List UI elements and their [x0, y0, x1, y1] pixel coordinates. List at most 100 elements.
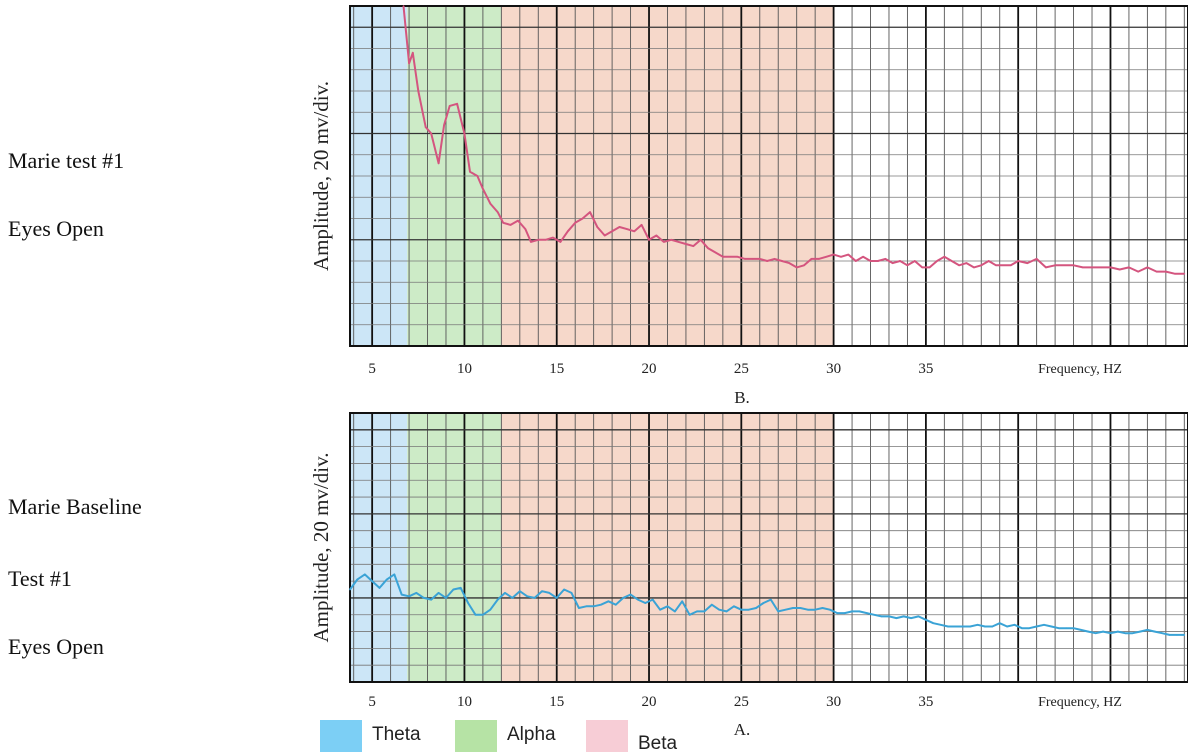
data-point: [1131, 632, 1134, 635]
data-point: [854, 260, 857, 262]
data-point: [526, 595, 528, 598]
data-point: [607, 600, 610, 603]
data-point: [744, 258, 746, 260]
data-point: [987, 260, 990, 262]
data-point: [622, 597, 624, 599]
data-point: [851, 610, 853, 613]
data-point: [640, 224, 643, 226]
data-point: [659, 608, 661, 611]
data-point: [1161, 632, 1163, 635]
data-point: [1183, 634, 1186, 636]
data-point: [402, 5, 405, 7]
data-point: [1176, 634, 1178, 636]
data-point: [670, 238, 672, 241]
data-point: [998, 622, 1001, 624]
data-point: [585, 605, 588, 608]
x-axis-label: Frequency, HZ: [1038, 695, 1122, 710]
legend-swatch-beta: [586, 720, 628, 752]
data-point: [766, 260, 768, 262]
data-point: [417, 90, 420, 92]
data-point: [666, 605, 669, 608]
data-point: [681, 600, 684, 603]
data-point: [541, 590, 543, 593]
data-point: [1006, 625, 1008, 628]
data-point: [925, 618, 927, 621]
x-tick-label: 20: [642, 361, 657, 377]
x-tick-label: 15: [549, 694, 564, 710]
data-point: [448, 105, 451, 107]
data-point: [386, 578, 388, 581]
data-point: [976, 624, 979, 626]
data-point: [677, 241, 680, 243]
data-point: [725, 610, 728, 613]
data-point: [1043, 624, 1045, 626]
data-point: [456, 102, 458, 105]
panel-caption: A.: [734, 720, 751, 739]
data-point: [482, 187, 484, 190]
bottom-trace-title: Marie Baseline: [8, 494, 142, 519]
data-point: [914, 260, 916, 262]
data-point: [559, 241, 562, 243]
data-point: [866, 612, 868, 614]
data-point: [1045, 266, 1047, 269]
data-point: [1002, 264, 1005, 267]
data-point: [363, 573, 366, 576]
data-point: [880, 615, 883, 618]
data-point: [614, 603, 617, 606]
data-point: [858, 610, 861, 613]
data-point: [740, 608, 743, 611]
data-point: [589, 211, 591, 213]
data-point: [1054, 264, 1056, 267]
data-point: [862, 255, 864, 258]
chart-panel-b: 5 10 15 20 25 30 35 Frequency, HZ B. Amplitude, 2…: [309, 5, 1188, 407]
legend-label-beta: Beta: [638, 733, 678, 752]
data-point: [555, 597, 558, 599]
data-point: [1021, 627, 1023, 629]
data-point: [1128, 266, 1130, 269]
data-point: [758, 258, 761, 260]
data-point: [378, 587, 381, 589]
data-point: [349, 588, 351, 591]
data-point: [537, 238, 540, 241]
data-point: [891, 262, 894, 264]
data-point: [973, 266, 975, 269]
data-point: [888, 615, 890, 618]
data-point: [496, 211, 499, 213]
data-point: [674, 610, 676, 613]
data-point: [814, 608, 816, 611]
data-point: [502, 221, 505, 224]
data-point: [662, 241, 665, 243]
data-point: [788, 262, 791, 264]
data-point: [600, 603, 602, 606]
data-point: [836, 612, 839, 614]
data-point: [596, 226, 599, 228]
data-point: [592, 605, 595, 608]
data-point: [692, 245, 695, 247]
data-point: [1139, 630, 1141, 633]
data-point: [843, 612, 846, 614]
data-point: [567, 230, 569, 233]
data-point: [818, 258, 820, 260]
data-point: [603, 234, 606, 237]
data-point: [1050, 625, 1053, 628]
data-point: [548, 592, 551, 594]
data-point: [552, 236, 554, 239]
data-point: [618, 226, 621, 228]
data-point: [1118, 268, 1121, 271]
data-point: [424, 126, 427, 128]
data-point: [1063, 264, 1066, 267]
data-point: [496, 598, 499, 601]
data-point: [943, 255, 946, 258]
data-point: [415, 592, 418, 594]
x-tick-label: 30: [826, 694, 841, 710]
data-point: [762, 602, 765, 604]
data-point: [1072, 264, 1075, 267]
data-point: [437, 592, 440, 594]
x-tick-label: 35: [918, 694, 933, 710]
data-point: [1013, 624, 1016, 626]
data-point: [829, 608, 831, 611]
legend: Theta Alpha Beta: [320, 720, 678, 752]
data-point: [928, 266, 931, 269]
data-point: [747, 608, 750, 611]
